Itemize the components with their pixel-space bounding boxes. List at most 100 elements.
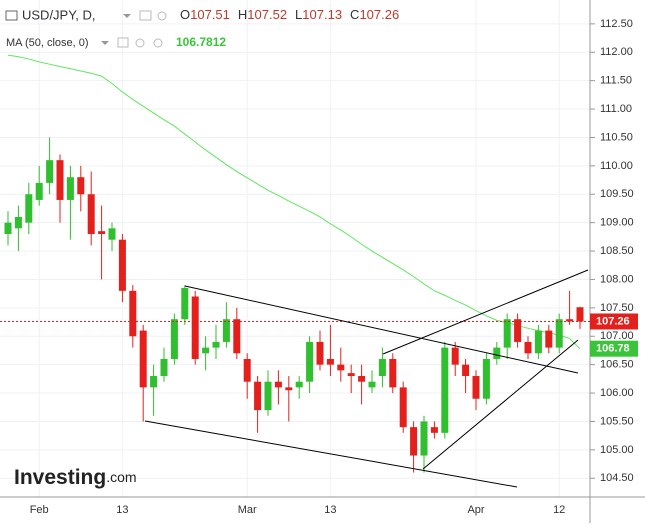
ohlc-key: C [350, 7, 359, 22]
candle-body [472, 376, 480, 399]
icon[interactable] [135, 38, 145, 48]
x-tick-label: 12 [553, 504, 565, 516]
candle-body [98, 231, 106, 235]
candle-body [347, 373, 355, 377]
x-tick-label: Mar [238, 504, 257, 516]
candle-body [295, 381, 303, 388]
x-tick-label: Feb [30, 504, 49, 516]
dropdown-icon[interactable] [123, 14, 131, 18]
plot [0, 54, 590, 473]
candle-body [222, 319, 230, 342]
ohlc: O107.51 H107.52 L107.13 C107.26 [180, 7, 399, 22]
candle-body [212, 341, 220, 348]
candle-body [243, 358, 251, 382]
logo-main: Investing [14, 466, 106, 489]
candle-body [118, 239, 126, 291]
candle-body [191, 296, 199, 359]
y-tick-label: 111.50 [600, 75, 632, 87]
candle-body [462, 364, 470, 377]
candle-body [56, 160, 64, 200]
icon[interactable] [117, 37, 129, 48]
y-tick-label: 109.50 [600, 188, 634, 200]
candle-body [451, 347, 459, 365]
candle-body [160, 358, 168, 377]
y-tick-label: 107.50 [600, 302, 634, 314]
x-tick-label: 13 [116, 504, 128, 516]
y-tick-label: 111.00 [600, 103, 632, 115]
candle-body [233, 319, 241, 354]
candle-body [326, 358, 334, 365]
candle-body [170, 319, 178, 359]
ma-line [7, 54, 581, 350]
candle-body [555, 319, 563, 348]
candle-body [139, 330, 147, 388]
candle-body [358, 376, 366, 382]
candle-body [389, 358, 397, 388]
candle-body [482, 358, 490, 399]
ohlc-key: L [295, 7, 302, 22]
y-tick-label: 109.00 [600, 217, 634, 229]
candle-body [4, 222, 12, 235]
ohlc-key: H [238, 7, 247, 22]
candle-body [430, 427, 438, 433]
candle-body [285, 387, 293, 391]
candle-body [66, 177, 74, 200]
ma-value: 106.7812 [176, 35, 226, 49]
logo: Investing.com [14, 466, 137, 489]
candle-body [35, 182, 43, 200]
candle-body [316, 341, 324, 365]
candle-body [77, 177, 85, 195]
y-tick-label: 106.00 [600, 387, 634, 399]
y-tick-label: 106.50 [600, 359, 634, 371]
candle-body [493, 347, 501, 359]
candle-body [420, 421, 428, 456]
ohlc-value: 107.52 [247, 7, 287, 22]
y-tick-label: 105.50 [600, 415, 634, 427]
ohlc-value: 107.51 [190, 7, 230, 22]
icon[interactable] [153, 38, 163, 48]
ohlc-key: O [180, 7, 190, 22]
y-tick-label: 112.50 [600, 18, 633, 30]
candle-body [202, 347, 210, 354]
trendline [184, 285, 579, 374]
x-tick-label: 13 [324, 504, 336, 516]
dropdown-icon[interactable] [101, 41, 109, 45]
y-tick-label: 110.50 [600, 131, 633, 143]
icon[interactable] [139, 10, 152, 21]
candle-body [534, 330, 542, 354]
y-tick-label: 108.00 [600, 273, 634, 285]
legend-header: USD/JPY, D, O107.51 H107.52 L107.13 C107.26… [5, 7, 399, 49]
candle-body [306, 341, 314, 382]
logo-suffix: .com [106, 469, 136, 485]
candle-body [337, 364, 345, 371]
y-tick-label: 110.00 [600, 160, 633, 172]
candle-body [576, 307, 584, 322]
candle-body [368, 381, 376, 388]
y-tick-label: 112.00 [600, 46, 633, 58]
candle-body [25, 194, 33, 223]
candle-body [150, 376, 158, 388]
y-tick-label: 107.00 [600, 330, 634, 342]
last-price-badge [590, 313, 638, 330]
y-tick-label: 104.50 [600, 472, 634, 484]
y-tick-label: 105.00 [600, 444, 634, 456]
candle-body [181, 287, 189, 320]
y-tick-label: 108.50 [600, 245, 634, 257]
grid [0, 0, 590, 497]
candle-body [503, 319, 511, 348]
ma-badge-label: 106.78 [596, 343, 630, 355]
candle-body [545, 330, 553, 348]
last-price-label: 107.26 [596, 315, 630, 327]
ma-badge [590, 340, 638, 357]
candle-body [129, 290, 137, 337]
candle-body [264, 381, 272, 411]
trendlines [144, 269, 589, 488]
ohlc-value: 107.13 [302, 7, 342, 22]
candle-body [566, 319, 574, 322]
candle-body [14, 216, 22, 229]
icon[interactable] [157, 11, 167, 21]
candle-body [254, 381, 262, 411]
candle-body [46, 160, 54, 183]
